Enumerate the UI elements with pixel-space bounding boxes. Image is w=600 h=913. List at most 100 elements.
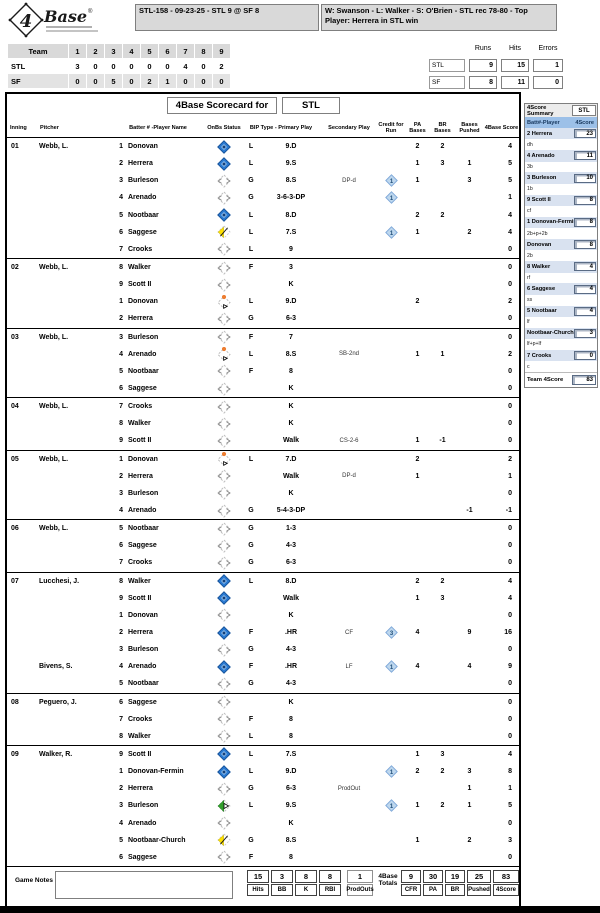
bases-pushed-cell: 2 bbox=[467, 228, 472, 236]
bases-pushed-cell: 3 bbox=[467, 177, 472, 185]
pa-bases-cell: 2 bbox=[415, 143, 420, 151]
batter-row: 6 Saggese F 8 0 bbox=[7, 849, 519, 866]
batter-cell: 6 Saggese bbox=[109, 542, 207, 549]
bases-pushed-cell: 1 bbox=[467, 802, 472, 810]
secondary-play-cell: DP-d bbox=[342, 177, 356, 184]
linescore-value-cell: 0 bbox=[213, 74, 230, 88]
linescore-value-cell: 5 bbox=[105, 74, 122, 88]
onbs-status-cell bbox=[207, 764, 241, 779]
batter-name: Crooks bbox=[128, 715, 153, 723]
inning-block: 03 Webb, L. 3 Burleson F 7 0 4 Arenado L 8.S SB-2… bbox=[7, 329, 519, 399]
game-notes-input[interactable] bbox=[55, 871, 233, 899]
onbs-status-cell bbox=[207, 782, 241, 796]
scorecard-body: 01 Webb, L. 1 Donovan L 9.D 2 2 4 2 Herrera L 9.S 1… bbox=[7, 138, 519, 867]
summary-team-selector[interactable]: STL bbox=[572, 105, 596, 116]
fourbase-score-cell: 0 bbox=[508, 542, 512, 550]
pa-bases-cell: 1 bbox=[415, 836, 420, 844]
rhe-value-cell: 8 bbox=[469, 76, 497, 89]
fourbase-score-cell: 3 bbox=[508, 836, 512, 844]
fourbase-score-cell: 16 bbox=[504, 629, 512, 636]
summary-player-row: 2 Herrera 23 bbox=[525, 128, 597, 140]
bip-type-cell: G bbox=[248, 194, 254, 202]
batter-name: Crooks bbox=[128, 245, 153, 253]
br-bases-cell: 2 bbox=[440, 211, 445, 219]
runs-hits-errors-table: Runs Hits Errors STL 9 15 1 SF 8 11 0 bbox=[429, 42, 563, 93]
fourbase-score-cell: 0 bbox=[508, 315, 512, 323]
batter-row: 2 Herrera Walk DP-d 1 1 bbox=[7, 468, 519, 485]
summary-player-score: 0 bbox=[574, 351, 596, 361]
pitcher-cell: Webb, L. bbox=[39, 455, 69, 463]
fourbase-score-cell: 9 bbox=[508, 663, 512, 671]
primary-play-cell: 1-3 bbox=[285, 525, 297, 533]
pitcher-cell: Webb, L. bbox=[39, 264, 69, 272]
onbs-status-cell bbox=[207, 434, 241, 448]
bases-pushed-cell: 3 bbox=[467, 768, 472, 776]
batter-number: 4 bbox=[119, 194, 123, 202]
batter-number: 2 bbox=[119, 785, 123, 793]
pitcher-cell: Webb, L. bbox=[39, 403, 69, 411]
batter-cell: 7 Crooks bbox=[109, 403, 207, 410]
primary-play-cell: .HR bbox=[284, 663, 298, 671]
linescore-value-cell: 0 bbox=[177, 74, 194, 88]
dashed-diamond-orange-runner-icon bbox=[217, 452, 231, 467]
summary-player-row: 7 Crooks 0 bbox=[525, 349, 597, 362]
fourbase-score-cell: 8 bbox=[508, 768, 512, 776]
batter-row: 3 Burleson G 4-3 0 bbox=[7, 641, 519, 658]
batter-number: 6 bbox=[119, 542, 123, 550]
batter-name: Burleson bbox=[128, 802, 159, 810]
fourbase-logo-icon: 4 Base ® bbox=[8, 2, 98, 38]
batter-row: 3 Burleson G 8.S DP-d 1 1 3 5 bbox=[7, 172, 519, 189]
batter-cell: 5 Nootbaar bbox=[109, 525, 207, 532]
dashed-diamond-out-icon bbox=[217, 242, 231, 257]
batter-number: 1 bbox=[119, 143, 123, 151]
onbs-status-cell bbox=[207, 712, 241, 726]
batter-row: 2 Herrera G 6-3 ProdOut 1 1 bbox=[7, 780, 519, 797]
linescore-header-cell: 4 bbox=[123, 44, 140, 58]
pitcher-cell: Lucchesi, J. bbox=[39, 577, 80, 585]
linescore-header-cell: 8 bbox=[195, 44, 212, 58]
summary-player-name: 1 Donovan-Fermin bbox=[527, 219, 574, 226]
dashed-diamond-out-icon bbox=[217, 469, 231, 483]
batter-cell: 2 Herrera bbox=[109, 473, 207, 480]
fourbase-score-cell: 0 bbox=[508, 489, 512, 497]
total-pushed-label: Pushed bbox=[467, 884, 491, 896]
stat-hits-value: 15 bbox=[247, 870, 269, 883]
total-4score-label: 4Score bbox=[493, 884, 519, 896]
batter-name: Saggese bbox=[128, 853, 157, 861]
batter-number: 5 bbox=[119, 836, 123, 844]
linescore-value-cell: 0 bbox=[195, 74, 212, 88]
summary-player-position: lf+p+lf bbox=[525, 339, 597, 350]
br-bases-cell: -1 bbox=[439, 437, 446, 445]
batter-row: 5 Nootbaar L 8.D 2 2 4 bbox=[7, 207, 519, 224]
linescore-value-cell: 0 bbox=[87, 74, 104, 88]
col-header-pa: PA Bases bbox=[409, 121, 426, 134]
fourbase-score-cell: 0 bbox=[508, 281, 512, 289]
onbs-status-cell bbox=[207, 521, 241, 536]
primary-play-cell: 9 bbox=[289, 245, 293, 253]
batter-number: 4 bbox=[119, 819, 123, 827]
linescore-value-cell: 1 bbox=[159, 74, 176, 88]
batter-cell: 6 Saggese bbox=[109, 385, 207, 392]
batter-number: 6 bbox=[119, 228, 123, 236]
inning-block: 02 Webb, L. 8 Walker F 3 0 9 Scott II K 0 1 Donova… bbox=[7, 259, 519, 329]
summary-player-row: 5 Nootbaar 4 bbox=[525, 305, 597, 317]
primary-play-cell: 8 bbox=[289, 367, 293, 375]
bip-type-cell: L bbox=[248, 577, 254, 585]
credit-for-run-diamond-icon: 1 bbox=[384, 191, 398, 205]
summary-player-row: 3 Burleson 10 bbox=[525, 172, 597, 184]
scorecard-table: 4Base Scorecard for STL Inning Pitcher B… bbox=[5, 92, 521, 908]
scorecard-team-selector[interactable]: STL bbox=[282, 97, 340, 114]
fourbase-score-cell: 0 bbox=[508, 559, 512, 567]
summary-player-position: rf bbox=[525, 272, 597, 284]
batter-cell: 1 Donovan bbox=[109, 456, 207, 463]
batter-name: Herrera bbox=[128, 629, 153, 636]
pa-bases-cell: 1 bbox=[415, 160, 420, 168]
batter-cell: 7 Crooks bbox=[109, 559, 207, 566]
rhe-value-cell: 9 bbox=[469, 59, 497, 72]
primary-play-cell: 7.S bbox=[285, 750, 297, 758]
batter-cell: 5 Nootbaar bbox=[109, 680, 207, 687]
batter-row: 5 Nootbaar F 8 0 bbox=[7, 363, 519, 380]
rhe-value-cell: 11 bbox=[501, 76, 529, 89]
credit-for-run-diamond-icon: 1 bbox=[384, 799, 398, 813]
bip-type-cell: L bbox=[248, 750, 254, 758]
